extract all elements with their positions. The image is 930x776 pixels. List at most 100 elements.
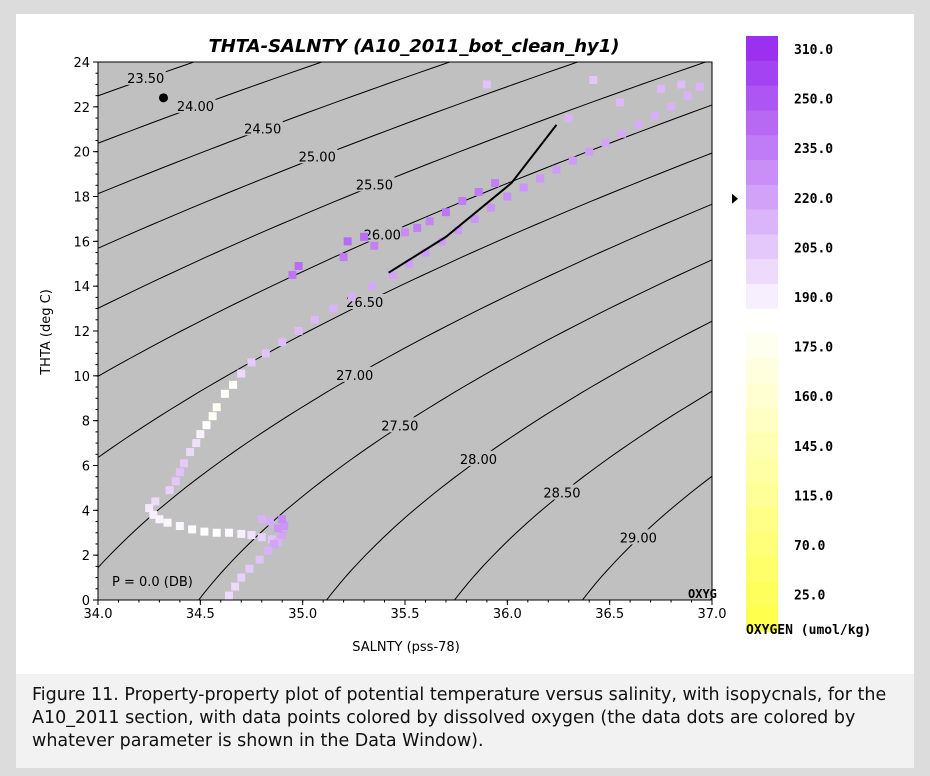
isolated-point [158,93,168,103]
data-point [615,98,624,107]
y-tick-label: 20 [73,146,90,161]
data-point [421,248,430,257]
colorbar-title: OXYGEN (umol/kg) [746,623,871,638]
y-tick-label: 22 [73,101,90,116]
data-point [650,111,659,120]
colorbar-swatch [746,333,778,359]
data-point [257,533,266,542]
isopycnal-label: 23.50 [127,72,164,87]
data-point [437,237,446,246]
data-point [503,192,512,201]
data-point [188,525,197,534]
data-point [192,439,201,448]
data-point [370,241,379,250]
isopycnal-label: 28.00 [460,453,497,468]
x-tick-label: 36.5 [595,607,624,622]
colorbar-swatch [746,457,778,483]
x-tick-label: 36.0 [493,607,522,622]
data-point [155,515,164,524]
data-point [175,468,184,477]
colorbar-tick-label: 145.0 [794,440,833,455]
data-point [274,537,283,546]
data-point [388,270,397,279]
colorbar-swatch [746,507,778,533]
data-point [171,477,180,486]
data-point [149,510,158,519]
data-point [200,527,209,536]
y-tick-label: 2 [82,549,90,564]
colorbar-tick-label: 115.0 [794,489,833,504]
trace-line [388,124,558,274]
data-point [329,304,338,313]
data-point [667,102,676,111]
data-point [165,486,174,495]
pressure-note: P = 0.0 (DB) [112,575,193,590]
axes: 34.0 34.5 35.0 35.5 36.0 36.5 37.0024681012141… [73,56,726,622]
y-tick-label: 14 [73,280,90,295]
theta-salinity-chart: 23.5024.0024.5025.0025.5026.0026.5027.00… [39,36,871,655]
isopycnal-label-bg [125,69,166,85]
data-point [247,358,256,367]
data-point [343,237,352,246]
colorbar-swatch [746,482,778,508]
data-point [454,226,463,235]
data-point [617,129,626,138]
colorbar-indicator-icon [732,193,738,204]
isopycnal-label: 25.50 [356,178,393,193]
isopycnal-line [198,259,712,600]
data-point [634,120,643,129]
data-point [347,293,356,302]
data-point [677,80,686,89]
isopycnal-label-bg [354,176,395,192]
x-tick-label: 34.0 [84,607,113,622]
data-point [151,497,160,506]
data-point [278,338,287,347]
isopycnal-label: 24.50 [244,122,281,137]
data-point [441,208,450,217]
colorbar-swatch [746,160,778,186]
data-point [229,380,238,389]
data-point [247,530,256,539]
colorbar-tick-label: 205.0 [794,241,833,256]
x-axis-label: SALNTY (pss-78) [352,640,460,655]
data-point [274,524,283,533]
isopycnal-line [581,475,712,600]
colorbar-tick-label: 250.0 [794,93,833,108]
data-point [145,504,154,513]
data-point [208,412,217,421]
data-point [270,539,279,548]
colorbar-swatch [746,184,778,211]
colorbar-swatch [746,60,778,87]
data-point [267,535,276,544]
data-point [683,91,692,100]
data-point [413,223,422,232]
y-tick-label: 24 [73,56,90,71]
data-point [482,80,491,89]
colorbar-swatch [746,209,778,235]
data-point [237,369,246,378]
data-point [202,421,211,430]
colorbar-swatch [746,308,778,335]
colorbar-tick-label: 235.0 [794,142,833,157]
data-point [368,282,377,291]
data-point [474,188,483,197]
data-point [536,174,545,183]
colorbar-swatch [746,36,778,62]
data-point [656,84,665,93]
colorbar-tick-label: 220.0 [794,192,833,207]
colorbar-tick-label: 160.0 [794,390,833,405]
y-tick-label: 18 [73,191,90,206]
isopycnal-line [98,62,708,309]
figure-caption: Figure 11. Property-property plot of pot… [32,685,887,751]
corner-param-label: OXYG [688,587,717,601]
data-point [257,515,266,524]
data-point [552,165,561,174]
y-axis-label: THTA (deg C) [39,289,54,376]
isopycnal-line [98,152,712,459]
colorbar-swatch [746,358,778,384]
data-point [401,228,409,237]
data-point [310,315,319,324]
figure-frame: 23.50 24.00 24.50 25.00 25.50 26.00 26.50 27.00… [16,14,914,768]
data-point [360,232,369,241]
isopycnal-label-bg [458,450,499,466]
